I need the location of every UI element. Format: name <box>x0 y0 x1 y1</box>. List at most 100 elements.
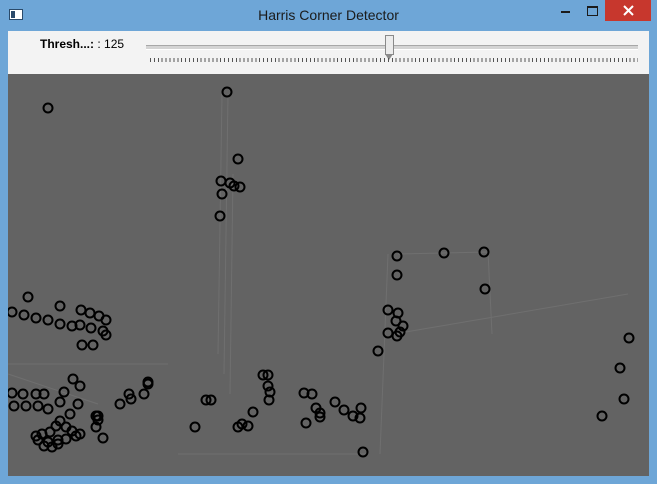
threshold-slider[interactable] <box>146 35 642 65</box>
corner-marker <box>397 320 409 332</box>
trackbar-name: Thresh...: <box>40 37 95 51</box>
corner-marker <box>314 407 326 419</box>
slider-ticks <box>150 58 638 62</box>
corner-detection-image <box>8 86 635 458</box>
corner-marker <box>54 415 66 427</box>
corner-marker <box>142 378 154 390</box>
corner-marker <box>300 417 312 429</box>
corner-marker <box>257 369 269 381</box>
corner-marker <box>8 400 20 412</box>
corner-marker <box>52 438 64 450</box>
corner-marker <box>391 269 403 281</box>
close-icon <box>622 5 634 16</box>
corner-marker <box>76 339 88 351</box>
corner-marker <box>90 421 102 433</box>
corner-marker <box>228 180 240 192</box>
corner-marker <box>75 304 87 316</box>
corner-marker <box>70 430 82 442</box>
corner-marker <box>32 434 44 446</box>
corner-marker <box>30 312 42 324</box>
corner-marker <box>92 410 104 422</box>
corner-marker <box>97 432 109 444</box>
corner-marker <box>205 394 217 406</box>
corner-marker <box>232 153 244 165</box>
corner-marker <box>618 393 630 405</box>
corner-marker <box>354 412 366 424</box>
corner-marker <box>221 86 233 98</box>
maximize-icon <box>586 5 598 16</box>
maximize-button[interactable] <box>579 0 605 21</box>
corner-marker <box>614 362 626 374</box>
corner-marker <box>214 210 226 222</box>
corner-marker <box>114 398 126 410</box>
edge-lines <box>8 93 629 455</box>
title-bar[interactable]: Harris Corner Detector <box>0 0 657 31</box>
corner-marker <box>58 386 70 398</box>
corner-marker <box>17 388 29 400</box>
corner-marker <box>64 408 76 420</box>
image-view[interactable] <box>8 74 649 476</box>
corner-marker <box>22 291 34 303</box>
corner-marker <box>438 247 450 259</box>
corner-marker <box>44 426 56 438</box>
corner-marker <box>8 387 18 399</box>
corner-marker <box>42 314 54 326</box>
corner-marker <box>8 306 18 318</box>
corner-marker <box>262 380 274 392</box>
corner-marker <box>20 400 32 412</box>
corner-marker <box>18 309 30 321</box>
corner-marker <box>38 388 50 400</box>
corner-marker <box>46 441 58 453</box>
corner-marker <box>32 400 44 412</box>
corner-marker <box>263 394 275 406</box>
corner-marker <box>123 388 135 400</box>
corner-marker <box>391 330 403 342</box>
corner-marker <box>247 406 259 418</box>
corner-marker <box>100 329 112 341</box>
corner-marker <box>314 411 326 423</box>
corner-marker <box>42 403 54 415</box>
trackbar-label: Thresh...: : 125 <box>40 37 124 51</box>
corner-marker <box>478 246 490 258</box>
minimize-button[interactable] <box>552 0 578 21</box>
corner-marker <box>74 319 86 331</box>
corner-marker <box>84 307 96 319</box>
corner-marker <box>54 396 66 408</box>
corner-marker <box>262 369 274 381</box>
app-window-icon[interactable] <box>9 9 23 20</box>
corner-marker <box>200 394 212 406</box>
corner-marker <box>242 420 254 432</box>
corner-marker <box>306 388 318 400</box>
corner-marker <box>382 304 394 316</box>
window-title: Harris Corner Detector <box>258 7 399 23</box>
corner-marker <box>92 414 104 426</box>
corner-marker <box>216 188 228 200</box>
corner-markers <box>8 86 635 458</box>
corner-marker <box>623 332 635 344</box>
corner-marker <box>74 380 86 392</box>
corner-marker <box>357 446 369 458</box>
close-button[interactable] <box>605 0 651 21</box>
corner-marker <box>391 250 403 262</box>
trackbar-panel: Thresh...: : 125 <box>8 31 649 74</box>
corner-marker <box>87 339 99 351</box>
corner-marker <box>355 402 367 414</box>
corner-marker <box>67 373 79 385</box>
corner-marker <box>54 300 66 312</box>
corner-marker <box>479 283 491 295</box>
corner-marker <box>596 410 608 422</box>
corner-marker <box>85 322 97 334</box>
slider-thumb[interactable] <box>385 35 394 60</box>
corner-marker <box>372 345 384 357</box>
corner-marker <box>329 396 341 408</box>
minimize-icon <box>560 10 570 13</box>
corner-marker <box>189 421 201 433</box>
corner-marker <box>232 421 244 433</box>
corner-marker <box>100 314 112 326</box>
corner-marker <box>234 181 246 193</box>
corner-marker <box>60 433 72 445</box>
corner-marker <box>347 410 359 422</box>
corner-marker <box>125 393 137 405</box>
corner-marker <box>54 318 66 330</box>
